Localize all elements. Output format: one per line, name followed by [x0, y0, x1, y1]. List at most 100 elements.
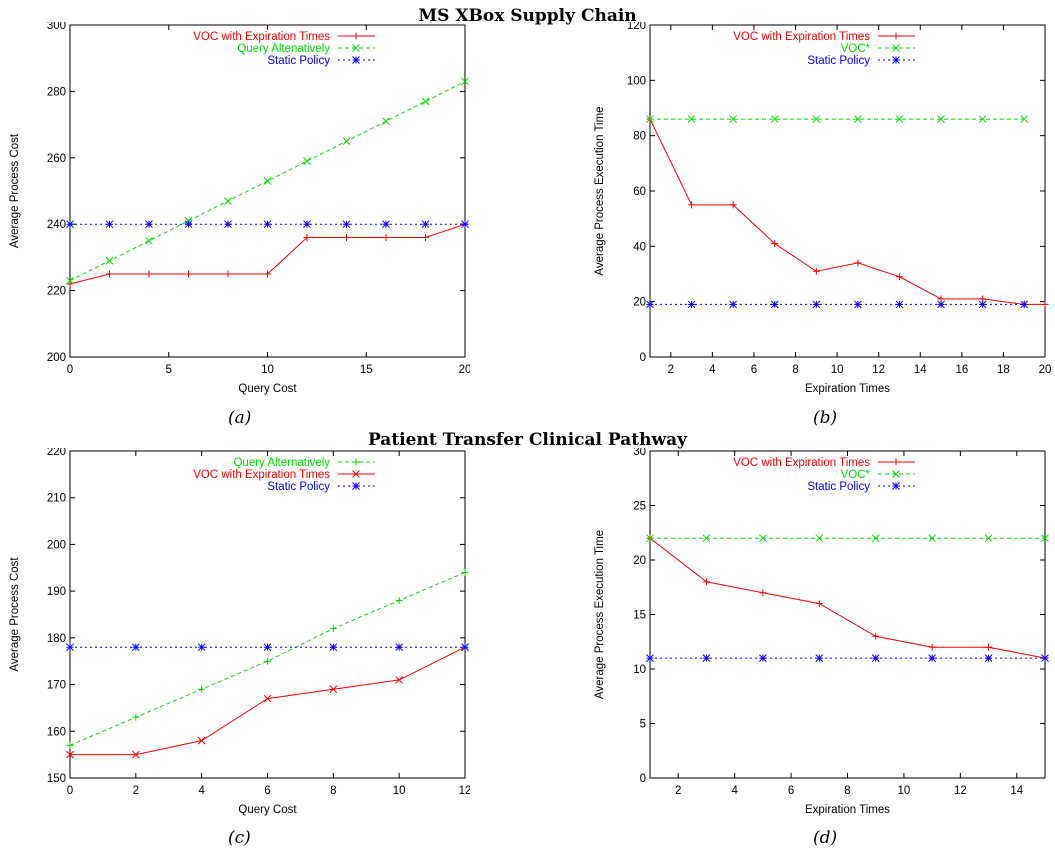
x-tick-label: 8 — [330, 785, 336, 797]
data-point — [702, 578, 710, 586]
data-point — [422, 233, 429, 241]
data-point — [461, 77, 469, 86]
data-point — [646, 654, 654, 662]
data-point — [871, 654, 880, 662]
data-point — [812, 267, 820, 275]
data-point — [984, 534, 993, 543]
y-tick-label: 20 — [633, 555, 646, 567]
x-tick-label: 8 — [792, 364, 798, 376]
data-point — [342, 137, 351, 146]
x-tick-label: 18 — [997, 364, 1010, 376]
x-tick-label: 10 — [261, 364, 274, 376]
data-point — [382, 233, 390, 241]
x-tick-label: 6 — [788, 785, 794, 797]
y-tick-label: 220 — [47, 448, 66, 458]
legend-marker-2 — [352, 44, 360, 52]
legend-marker-2 — [352, 470, 360, 478]
data-point — [759, 589, 767, 597]
y-tick-label: 30 — [633, 448, 646, 458]
y-tick-label: 160 — [47, 726, 66, 738]
data-point — [702, 534, 711, 543]
legend-label-1: VOC with Expiration Times — [193, 31, 330, 43]
data-point — [224, 220, 232, 229]
y-tick-label: 280 — [47, 86, 66, 98]
x-tick-label: 8 — [844, 785, 850, 797]
data-point — [702, 654, 711, 662]
y-tick-label: 200 — [47, 539, 66, 551]
legend-marker-1 — [352, 32, 360, 40]
legend-marker-2 — [892, 44, 900, 52]
x-axis-label: Expiration Times — [805, 804, 890, 816]
data-point — [66, 643, 74, 652]
data-point — [871, 534, 880, 543]
legend-marker-2 — [892, 470, 900, 478]
data-point — [1041, 534, 1049, 543]
x-tick-label: 10 — [898, 785, 911, 797]
y-tick-label: 120 — [627, 22, 646, 32]
data-point — [184, 220, 193, 229]
data-point — [928, 534, 936, 543]
y-tick-label: 200 — [47, 352, 66, 364]
x-tick-label: 6 — [264, 785, 270, 797]
legend-label-3: Static Policy — [267, 55, 330, 67]
chart-panel-b: 0 20 40 60 80 100 120 2 4 6 8 10 12 14 16 18 20 Expiratio… — [585, 22, 1055, 407]
data-point — [421, 220, 430, 229]
x-tick-label: 5 — [166, 364, 172, 376]
series-line-1 — [649, 118, 1045, 305]
legend-label-3: Static Policy — [807, 55, 870, 67]
data-point — [770, 115, 779, 123]
chart-a: 200 220 240 260 280 300 0 5 10 15 20 Query Cost Aver… — [9, 22, 470, 395]
data-point — [985, 643, 993, 651]
x-tick-label: 20 — [1039, 364, 1052, 376]
data-point — [303, 233, 311, 241]
data-point — [815, 600, 823, 608]
x-tick-label: 12 — [459, 785, 470, 797]
y-tick-label: 150 — [47, 773, 66, 785]
data-point — [106, 270, 113, 278]
data-point — [812, 115, 821, 123]
legend-marker-3 — [352, 482, 360, 490]
data-point — [105, 220, 114, 229]
data-point — [264, 270, 271, 278]
data-point — [729, 201, 737, 209]
legend-label-2: VOC with Expiration Times — [193, 469, 330, 481]
data-point — [66, 741, 74, 749]
data-point — [329, 685, 338, 694]
data-point — [263, 220, 272, 229]
y-axis-label: Average Process Cost — [9, 557, 21, 672]
data-point — [646, 534, 654, 543]
data-point — [854, 300, 862, 309]
data-point — [263, 177, 272, 185]
data-point — [815, 654, 824, 662]
data-point — [421, 97, 430, 106]
chart-c: 150 160 170 180 190 200 210 220 0 2 4 6 8 10 12 Query C… — [9, 448, 470, 816]
data-point — [382, 117, 390, 126]
y-axis-label: Average Process Execution Time — [594, 530, 606, 699]
data-point — [928, 643, 936, 651]
x-tick-label: 12 — [954, 785, 967, 797]
data-point — [928, 654, 936, 662]
data-point — [729, 300, 738, 309]
data-point — [263, 694, 272, 703]
data-point — [687, 115, 696, 123]
data-point — [382, 220, 390, 229]
section-title-clinical-pathway: Patient Transfer Clinical Pathway — [367, 430, 687, 450]
data-point — [854, 259, 862, 267]
data-point — [197, 643, 206, 652]
data-point — [224, 197, 232, 205]
legend-label-1: VOC with Expiration Times — [733, 457, 870, 469]
x-tick-label: 2 — [668, 364, 674, 376]
caption-a: (a) — [228, 408, 252, 428]
data-point — [66, 276, 74, 285]
chart-panel-a: 200 220 240 260 280 300 0 5 10 15 20 Query Cost Aver… — [0, 22, 470, 407]
data-point — [729, 115, 738, 123]
y-tick-label: 0 — [640, 352, 646, 364]
data-point — [895, 115, 904, 123]
data-point — [343, 233, 350, 241]
y-tick-label: 60 — [633, 186, 646, 198]
x-tick-label: 2 — [675, 785, 681, 797]
data-point — [264, 657, 271, 665]
data-point — [145, 270, 153, 278]
data-point — [395, 676, 404, 684]
data-point — [303, 157, 311, 165]
